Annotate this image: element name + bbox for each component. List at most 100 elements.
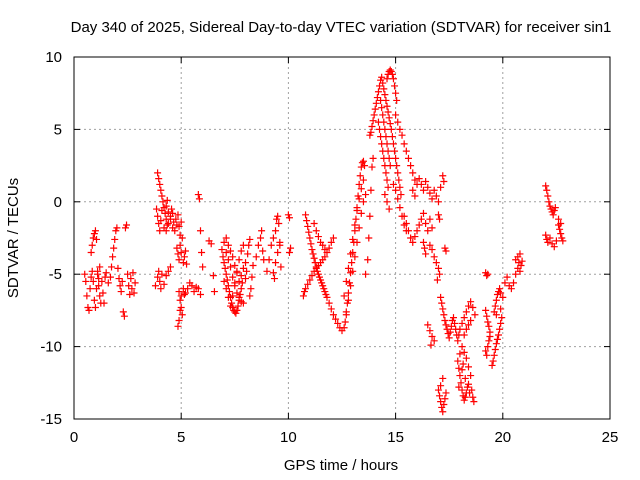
data-point [269,269,277,277]
data-point [442,321,450,329]
data-point [355,224,363,232]
data-point [392,154,400,162]
data-point [93,285,101,293]
data-point [209,272,217,280]
data-point [510,279,518,287]
axis-ticks: 0 5 10 15 20 25 -15 -10 -5 0 5 10 [40,49,618,446]
data-point [194,285,202,293]
data-point [285,248,293,256]
data-point [130,289,138,297]
data-point [312,227,320,235]
data-point [82,277,90,285]
data-point [458,366,466,374]
data-point [242,259,250,267]
data-point [485,322,493,330]
data-point [277,263,285,271]
data-point [158,206,166,214]
data-point [440,401,448,409]
data-point [490,351,498,359]
data-point [430,186,438,194]
data-point [154,273,162,281]
data-point [99,289,107,297]
data-point [304,280,312,288]
data-point [551,204,559,212]
data-point [162,227,170,235]
data-point [88,241,96,249]
data-point [327,238,335,246]
data-point [422,178,430,186]
data-point [372,99,380,107]
data-point [507,285,515,293]
data-point [483,312,491,320]
data-point [393,96,401,104]
data-point [419,238,427,246]
data-point [374,118,382,126]
data-point [159,198,167,206]
data-point [516,250,524,258]
data-point [439,374,447,382]
data-point [174,322,182,330]
data-point [544,192,552,200]
data-point [426,215,434,223]
data-point [464,363,472,371]
data-point [460,348,468,356]
data-point [309,250,317,258]
data-point [395,176,403,184]
data-point [344,296,352,304]
data-point [428,224,436,232]
data-point [196,290,204,298]
data-point [160,280,168,288]
data-point [158,192,166,200]
data-point [357,209,365,217]
data-point [550,243,558,251]
data-point [355,180,363,188]
data-point [398,131,406,139]
data-point [402,147,410,155]
data-point [376,125,384,133]
data-point [81,270,89,278]
data-point [485,337,493,345]
data-point [385,205,393,213]
data-point [229,253,237,261]
data-point [227,247,235,255]
data-point [471,311,479,319]
data-point [467,298,475,306]
data-point [421,244,429,252]
data-point [265,256,273,264]
data-point [231,262,239,270]
data-point [233,267,241,275]
data-point [156,180,164,188]
data-point [332,315,340,323]
data-point [456,372,464,380]
data-point [461,393,469,401]
data-point [400,212,408,220]
data-point [359,157,367,165]
data-point [157,217,165,225]
data-point [557,230,565,238]
data-point [428,332,436,340]
data-point [131,279,139,287]
data-point [458,319,466,327]
data-point [446,328,454,336]
data-point [235,256,243,264]
data-point [388,70,396,78]
data-point [367,128,375,136]
data-point [325,299,333,307]
data-point [181,247,189,255]
data-point [305,228,313,236]
data-point [396,204,404,212]
data-point [458,343,466,351]
data-point [166,263,174,271]
data-point [454,337,462,345]
data-point [394,118,402,126]
data-point [469,304,477,312]
data-point [546,234,554,242]
data-point [385,114,393,122]
data-point [227,263,235,271]
data-point [234,302,242,310]
data-point [210,288,218,296]
data-point [269,234,277,242]
data-point [484,318,492,326]
data-point [353,238,361,246]
data-point [394,195,402,203]
